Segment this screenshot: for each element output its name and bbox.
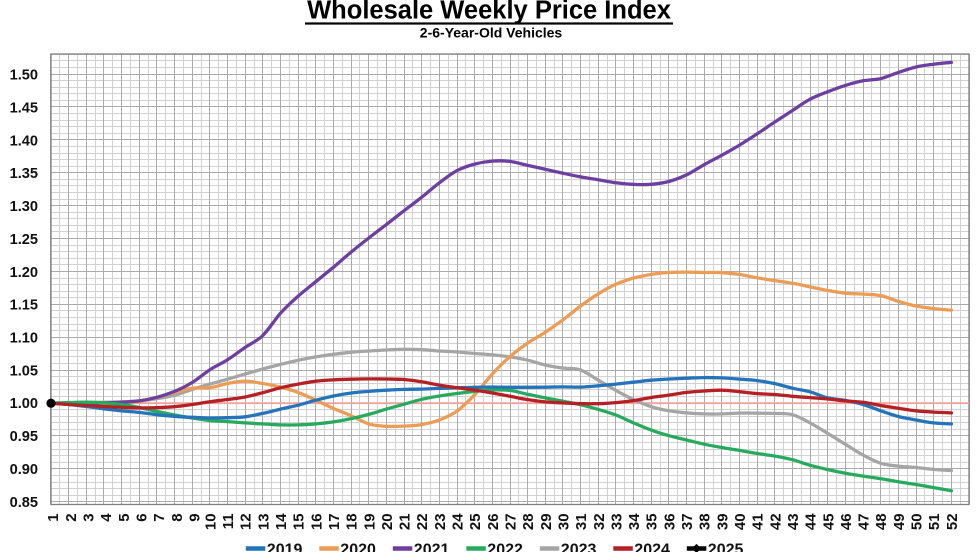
svg-text:1.15: 1.15: [10, 298, 38, 314]
svg-text:11: 11: [220, 513, 237, 529]
svg-text:16: 16: [308, 513, 325, 530]
svg-text:0.85: 0.85: [10, 495, 38, 511]
svg-text:30: 30: [556, 513, 573, 530]
svg-text:20: 20: [379, 513, 396, 530]
svg-text:41: 41: [750, 513, 767, 530]
svg-text:46: 46: [838, 513, 855, 530]
svg-text:42: 42: [767, 513, 784, 530]
svg-text:52: 52: [944, 513, 961, 530]
svg-text:1.00: 1.00: [10, 396, 38, 412]
svg-text:37: 37: [679, 513, 696, 530]
svg-text:2: 2: [63, 513, 80, 521]
svg-text:1.25: 1.25: [10, 232, 38, 248]
svg-text:21: 21: [397, 513, 414, 530]
svg-text:13: 13: [255, 513, 272, 530]
svg-text:10: 10: [202, 513, 219, 530]
svg-text:1.30: 1.30: [10, 199, 38, 215]
svg-text:3: 3: [81, 513, 98, 521]
svg-text:2024: 2024: [634, 542, 670, 552]
svg-text:40: 40: [732, 513, 749, 530]
svg-text:1.40: 1.40: [10, 133, 38, 149]
svg-text:22: 22: [414, 513, 431, 530]
svg-text:29: 29: [538, 513, 555, 530]
svg-text:5: 5: [116, 513, 133, 521]
svg-text:19: 19: [361, 513, 378, 530]
svg-text:33: 33: [608, 513, 625, 530]
svg-text:35: 35: [644, 513, 661, 530]
svg-text:36: 36: [661, 513, 678, 530]
svg-text:14: 14: [273, 513, 290, 530]
svg-text:15: 15: [291, 513, 308, 530]
svg-text:1.20: 1.20: [10, 265, 38, 281]
svg-text:43: 43: [785, 513, 802, 530]
svg-text:34: 34: [626, 513, 643, 530]
svg-text:9: 9: [186, 513, 203, 521]
svg-text:39: 39: [714, 513, 731, 530]
svg-text:31: 31: [573, 513, 590, 530]
svg-text:1.05: 1.05: [10, 363, 38, 379]
svg-text:12: 12: [238, 513, 255, 530]
svg-text:25: 25: [467, 513, 484, 530]
svg-text:2025: 2025: [708, 542, 744, 552]
svg-text:50: 50: [909, 513, 926, 530]
svg-text:2021: 2021: [414, 542, 450, 552]
svg-text:28: 28: [520, 513, 537, 530]
svg-text:1.10: 1.10: [10, 331, 38, 347]
svg-text:2019: 2019: [267, 542, 303, 552]
svg-text:2-6-Year-Old Vehicles: 2-6-Year-Old Vehicles: [420, 25, 563, 41]
svg-text:18: 18: [344, 513, 361, 530]
svg-text:32: 32: [591, 513, 608, 530]
svg-text:45: 45: [820, 513, 837, 530]
svg-text:38: 38: [697, 513, 714, 530]
svg-text:4: 4: [98, 513, 115, 522]
svg-text:26: 26: [485, 513, 502, 530]
svg-text:1.45: 1.45: [10, 101, 38, 117]
svg-text:1.50: 1.50: [10, 68, 38, 84]
svg-text:2020: 2020: [340, 542, 376, 552]
svg-text:1: 1: [45, 513, 62, 521]
svg-text:47: 47: [856, 513, 873, 530]
svg-text:23: 23: [432, 513, 449, 530]
svg-text:2022: 2022: [487, 542, 523, 552]
svg-text:51: 51: [926, 513, 943, 530]
svg-text:2023: 2023: [561, 542, 597, 552]
svg-text:44: 44: [803, 513, 820, 530]
svg-text:7: 7: [151, 513, 168, 521]
svg-text:8: 8: [169, 513, 186, 521]
svg-text:0.95: 0.95: [10, 429, 38, 445]
svg-text:17: 17: [326, 513, 343, 530]
svg-text:1.35: 1.35: [10, 166, 38, 182]
svg-text:48: 48: [873, 513, 890, 530]
svg-text:0.90: 0.90: [10, 462, 38, 478]
svg-text:24: 24: [450, 513, 467, 530]
svg-text:49: 49: [891, 513, 908, 530]
svg-text:27: 27: [503, 513, 520, 530]
svg-text:6: 6: [134, 513, 151, 521]
svg-text:Wholesale Weekly Price Index: Wholesale Weekly Price Index: [307, 0, 671, 25]
